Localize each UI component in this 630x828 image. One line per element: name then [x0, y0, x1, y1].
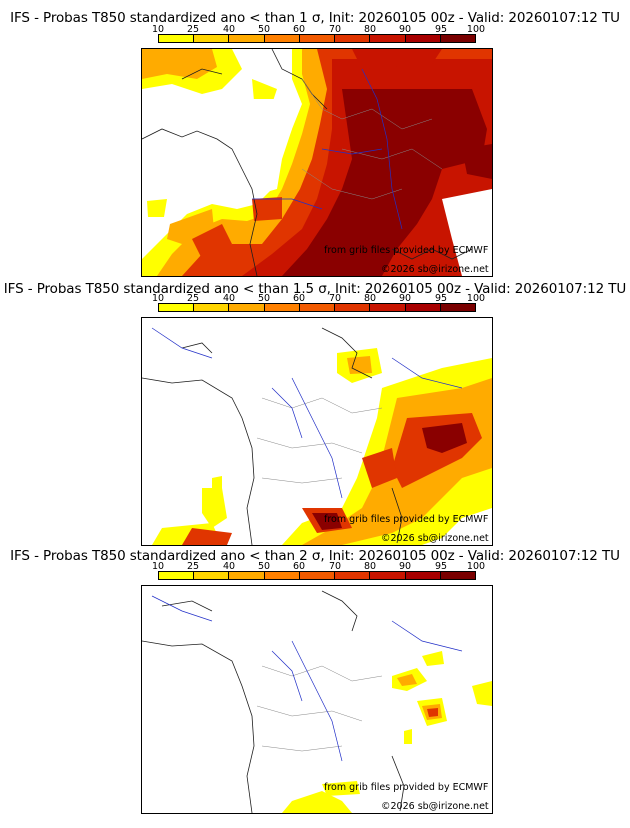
colorbar-swatch: [370, 304, 406, 311]
panel-title: IFS - Probas T850 standardized ano < tha…: [10, 548, 620, 564]
colorbar-swatch: [335, 572, 371, 579]
tick-label: 60: [292, 293, 306, 304]
credit-site: ©2026 sb@irizone.net: [381, 533, 489, 544]
credit-grib: from grib files provided by ECMWF: [324, 782, 489, 793]
panel-title: IFS - Probas T850 standardized ano < tha…: [10, 10, 620, 26]
colorbar-swatch: [159, 304, 195, 311]
credit-grib: from grib files provided by ECMWF: [324, 514, 489, 525]
tick-label: 95: [434, 561, 448, 572]
colorbar-swatch: [229, 35, 265, 42]
colorbar-swatch: [335, 304, 371, 311]
colorbar-swatch: [159, 572, 195, 579]
colorbar-swatch: [264, 304, 300, 311]
colorbar: [158, 34, 476, 43]
map-graphic: [142, 590, 492, 813]
tick-label: 40: [222, 293, 236, 304]
tick-label: 80: [363, 293, 377, 304]
colorbar-swatch: [159, 35, 195, 42]
colorbar-tick-labels: 10 25 40 50 60 70 80 90 95 100: [152, 293, 485, 304]
probability-shading: [282, 651, 492, 813]
admin-borders: [256, 397, 383, 484]
tick-label: 95: [434, 293, 448, 304]
probability-shading: [152, 348, 492, 545]
probability-map: from grib files provided by ECMWF ©2026 …: [141, 585, 493, 814]
tick-label: 10: [151, 24, 165, 35]
colorbar-swatch: [440, 35, 475, 42]
panel-title: IFS - Probas T850 standardized ano < tha…: [3, 281, 627, 297]
tick-label: 90: [398, 24, 412, 35]
colorbar-tick-labels: 10 25 40 50 60 70 80 90 95 100: [152, 24, 485, 35]
colorbar: [158, 303, 476, 312]
colorbar-swatch: [194, 304, 230, 311]
colorbar: [158, 571, 476, 580]
tick-label: 25: [186, 24, 200, 35]
tick-label: 25: [186, 561, 200, 572]
tick-label: 80: [363, 561, 377, 572]
tick-label: 40: [222, 561, 236, 572]
tick-label: 90: [398, 293, 412, 304]
tick-label: 25: [186, 293, 200, 304]
admin-borders: [256, 665, 383, 752]
rivers: [151, 327, 463, 499]
tick-label: 10: [151, 293, 165, 304]
tick-label: 50: [257, 293, 271, 304]
credit-grib: from grib files provided by ECMWF: [324, 245, 489, 256]
map-graphic: [142, 49, 492, 276]
probability-map: from grib files provided by ECMWF ©2026 …: [141, 48, 493, 277]
rivers: [252, 68, 403, 230]
colorbar-swatch: [194, 572, 230, 579]
probability-map: from grib files provided by ECMWF ©2026 …: [141, 317, 493, 546]
colorbar-swatch: [405, 572, 441, 579]
tick-label: 100: [466, 24, 486, 35]
colorbar-swatch: [194, 35, 230, 42]
admin-borders: [301, 78, 443, 200]
tick-label: 50: [257, 24, 271, 35]
colorbar-swatch: [299, 572, 336, 579]
tick-label: 80: [363, 24, 377, 35]
coastlines: [142, 327, 403, 545]
tick-label: 90: [398, 561, 412, 572]
credit-site: ©2026 sb@irizone.net: [381, 264, 489, 275]
map-graphic: [142, 327, 492, 545]
tick-label: 50: [257, 561, 271, 572]
tick-label: 100: [466, 561, 486, 572]
tick-label: 40: [222, 24, 236, 35]
colorbar-swatch: [264, 35, 300, 42]
tick-label: 70: [328, 293, 342, 304]
coastlines: [142, 590, 405, 813]
tick-label: 60: [292, 561, 306, 572]
tick-label: 10: [151, 561, 165, 572]
colorbar-tick-labels: 10 25 40 50 60 70 80 90 95 100: [152, 561, 485, 572]
tick-label: 100: [466, 293, 486, 304]
tick-label: 70: [328, 24, 342, 35]
credit-site: ©2026 sb@irizone.net: [381, 801, 489, 812]
colorbar-swatch: [370, 572, 406, 579]
colorbar-swatch: [264, 572, 300, 579]
colorbar-swatch: [370, 35, 406, 42]
tick-label: 95: [434, 24, 448, 35]
colorbar-swatch: [299, 304, 336, 311]
colorbar-swatch: [229, 304, 265, 311]
tick-label: 60: [292, 24, 306, 35]
colorbar-swatch: [440, 304, 475, 311]
colorbar-swatch: [229, 572, 265, 579]
probability-shading: [142, 49, 492, 276]
colorbar-swatch: [299, 35, 336, 42]
colorbar-swatch: [405, 35, 441, 42]
colorbar-swatch: [440, 572, 475, 579]
colorbar-swatch: [335, 35, 371, 42]
colorbar-swatch: [405, 304, 441, 311]
rivers: [151, 595, 463, 762]
tick-label: 70: [328, 561, 342, 572]
